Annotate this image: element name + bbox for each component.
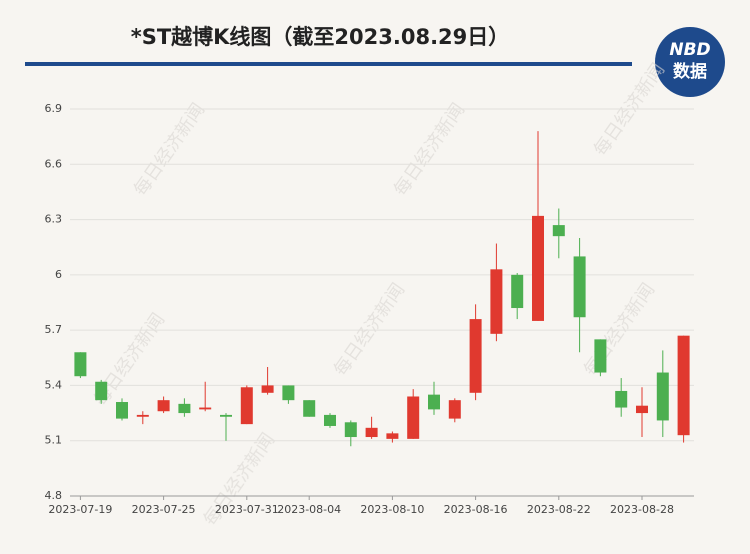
y-tick-label: 6.3 xyxy=(45,213,63,226)
x-tick-label: 2023-07-31 xyxy=(215,503,279,516)
candle-body xyxy=(178,403,191,414)
candle-body xyxy=(573,256,586,318)
candle-body xyxy=(261,385,274,393)
logo-top: NBD xyxy=(669,40,710,60)
y-tick-label: 6.6 xyxy=(45,157,63,170)
candle-body xyxy=(324,414,336,426)
x-tick-label: 2023-08-10 xyxy=(360,503,424,516)
candle-body xyxy=(116,402,128,419)
candle-body xyxy=(656,372,669,421)
y-tick-label: 6 xyxy=(55,268,62,281)
x-tick-label: 2023-07-25 xyxy=(132,503,196,516)
candle-body xyxy=(157,400,170,412)
title-rule xyxy=(25,62,632,66)
x-tick-label: 2023-08-16 xyxy=(444,503,508,516)
candle-body xyxy=(532,215,544,321)
candle-body xyxy=(448,400,461,419)
candle-body xyxy=(386,433,399,439)
candle-body xyxy=(407,396,420,439)
candle-body xyxy=(615,390,628,408)
logo xyxy=(655,27,725,97)
candle-body xyxy=(282,385,295,401)
candle-body xyxy=(344,422,357,438)
y-tick-label: 5.7 xyxy=(45,323,63,336)
x-tick-label: 2023-08-22 xyxy=(527,503,591,516)
candle-body xyxy=(677,335,690,436)
candle-body xyxy=(199,407,212,410)
candle-body xyxy=(636,405,648,414)
candle-body xyxy=(490,269,503,334)
candle-body xyxy=(240,387,253,425)
y-tick-label: 6.9 xyxy=(45,102,63,115)
x-tick-label: 2023-07-19 xyxy=(48,503,112,516)
y-tick-label: 5.1 xyxy=(45,434,63,447)
chart-title: *ST越博K线图（截至2023.08.29日） xyxy=(131,25,510,49)
candle-body xyxy=(511,274,524,309)
candle-body xyxy=(95,381,108,401)
candle-body xyxy=(74,352,87,377)
y-tick-label: 5.4 xyxy=(45,378,63,391)
candle-body xyxy=(303,400,316,417)
candle-body xyxy=(594,339,607,373)
logo-bottom: 数据 xyxy=(673,61,707,82)
y-tick-label: 4.8 xyxy=(45,489,63,502)
x-tick-label: 2023-08-28 xyxy=(610,503,674,516)
candle-body xyxy=(136,414,149,417)
candle-body xyxy=(552,225,565,237)
candle-body xyxy=(469,319,482,393)
candle-body xyxy=(365,427,378,438)
x-tick-label: 2023-08-04 xyxy=(277,503,341,516)
candle-body xyxy=(220,414,232,417)
candle-body xyxy=(428,394,440,410)
